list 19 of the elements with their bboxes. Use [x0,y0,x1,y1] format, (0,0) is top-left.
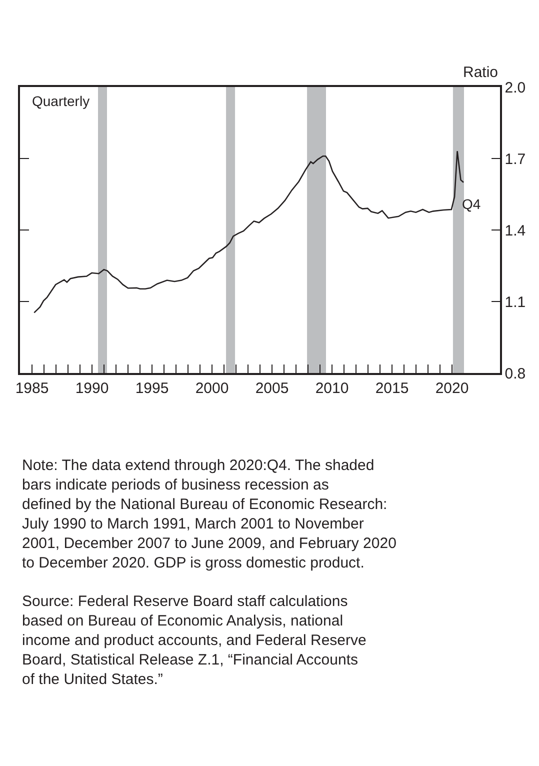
x-tick-label: 2020 [435,380,469,397]
line-series [34,150,464,314]
text: Note: The data extend through 2020:Q4. The shaded bars indicate periods of business recession as defined by the National Bureau of Economic Research: July 1990 to March 1991, March 2001 to November 2001, December 2007 to June 2009, and February 2020 to December 2020. GDP is gross domestic product. [22,457,396,572]
x-tick-label: 2000 [195,380,229,397]
annotation: Quarterly [32,93,90,109]
y-tick-label: 2.0 [504,79,526,96]
x-tick-label: 1985 [15,380,49,397]
x-tick-label: 2010 [315,380,349,397]
annotation: Q4 [462,196,481,212]
x-tick-label: 1995 [135,380,169,397]
y-axis-title: Ratio [463,64,498,81]
y-tick-label: 1.1 [504,294,526,311]
x-tick-label: 2015 [375,380,409,397]
y-tick-label: 0.8 [504,365,526,382]
y-tick-label: 1.4 [504,222,526,240]
x-tick-label: 1990 [75,380,109,397]
x-tick-label: 2005 [255,380,289,397]
source-note: Source: Federal Reserve Board staff calculations based on Bureau of Economic Analysis, national income and product accounts, and Federal Reserve Board, Statistical Release Z.1, “Financial Accounts of the United States.” [22,593,366,688]
y-tick-label: 1.7 [504,150,526,168]
